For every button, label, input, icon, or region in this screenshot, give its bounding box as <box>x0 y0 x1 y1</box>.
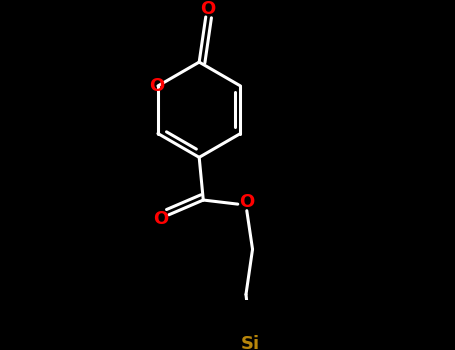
Text: O: O <box>149 77 164 95</box>
Text: O: O <box>153 210 168 228</box>
Text: O: O <box>239 193 254 211</box>
Text: O: O <box>201 0 216 18</box>
Text: Si: Si <box>241 335 260 350</box>
